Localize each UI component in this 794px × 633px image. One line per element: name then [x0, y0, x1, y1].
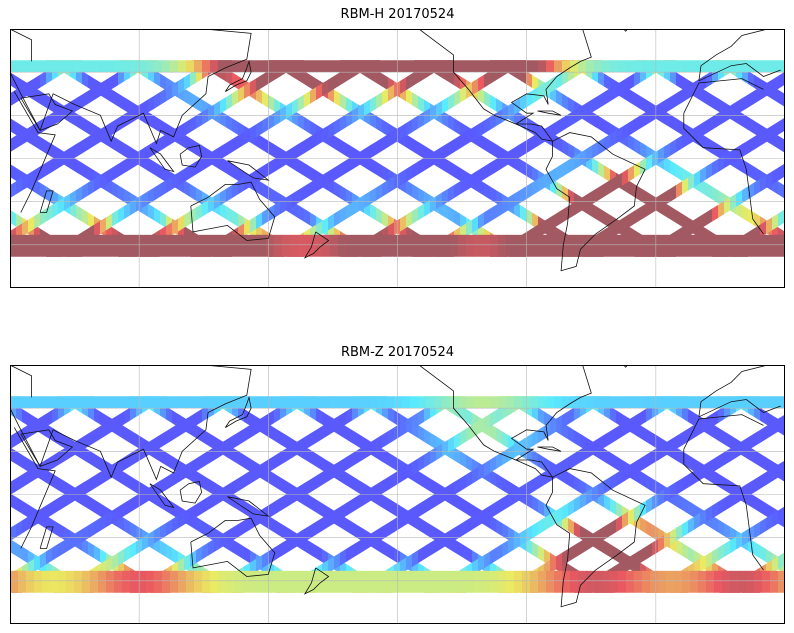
- map-panel-bottom: RBM-Z 20170524: [0, 336, 794, 633]
- swath-map: [10, 29, 785, 288]
- panel-title: RBM-H 20170524: [340, 7, 455, 22]
- swath-map: [10, 365, 785, 624]
- panel-title: RBM-Z 20170524: [340, 345, 455, 360]
- map-panel-top: RBM-H 20170524: [0, 0, 794, 300]
